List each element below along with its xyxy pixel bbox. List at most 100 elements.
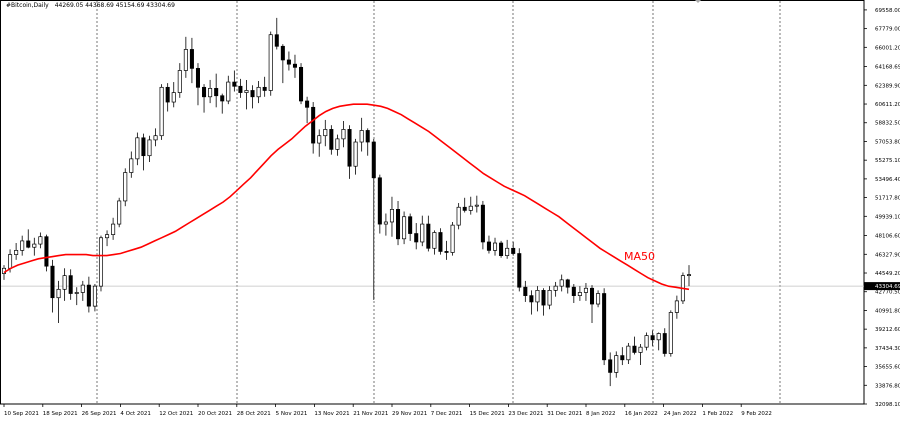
- candle-body-50: [305, 100, 310, 108]
- candle-body-13: [80, 284, 85, 293]
- candle-body-71: [432, 232, 437, 249]
- candle-body-39: [238, 85, 243, 93]
- candle-body-46: [280, 45, 285, 61]
- y-tick-label-8: 55275.10: [875, 158, 900, 164]
- candle-body-27: [165, 86, 170, 103]
- y-tick-label-1: 67779.00: [875, 27, 900, 33]
- x-tick-label-16: 16 Jan 2022: [625, 411, 658, 417]
- candle-body-28: [171, 92, 176, 103]
- candle-body-5: [32, 243, 37, 248]
- candle-body-10: [62, 275, 67, 290]
- x-tick-label-5: 20 Oct 2021: [198, 411, 232, 417]
- candle-body-3: [20, 240, 25, 251]
- candle-body-35: [214, 88, 219, 97]
- candle-body-95: [577, 292, 582, 296]
- candle-body-55: [335, 138, 340, 150]
- candle-body-18: [111, 223, 116, 235]
- y-tick-label-19: 35655.60: [875, 365, 900, 371]
- y-tick-label-7: 57053.80: [875, 139, 900, 145]
- x-tick-label-10: 29 Nov 2021: [392, 411, 427, 417]
- candle-body-64: [389, 209, 394, 223]
- candle-body-16: [98, 237, 104, 287]
- candle-body-59: [359, 130, 364, 143]
- candle-body-41: [250, 90, 255, 98]
- candle-body-31: [189, 49, 194, 69]
- candle-body-26: [159, 86, 164, 137]
- symbol-label: #Bitcoin,Daily: [6, 2, 49, 9]
- candle-body-83: [505, 247, 510, 256]
- candle-body-25: [153, 135, 158, 141]
- y-tick-label-11: 49939.10: [875, 214, 900, 220]
- candle-body-56: [341, 129, 346, 140]
- candle-body-30: [183, 49, 188, 71]
- x-tick-label-1: 18 Sep 2021: [43, 411, 78, 417]
- candle-body-45: [274, 34, 279, 47]
- candle-body-106: [644, 335, 649, 348]
- y-tick-label-21: 32098.10: [875, 402, 900, 408]
- x-tick-label-19: 9 Feb 2022: [741, 411, 772, 417]
- ohlc-label: 44269.05 44368.69 45154.69 43304.69: [54, 2, 175, 9]
- y-tick-label-6: 58832.50: [875, 121, 900, 127]
- candle-body-19: [117, 200, 122, 225]
- y-tick-label-2: 66001.20: [875, 45, 900, 51]
- current-price-label: 43304.69: [875, 284, 900, 290]
- candle-body-21: [129, 158, 134, 173]
- candle-body-109: [662, 333, 667, 354]
- candle-body-6: [38, 236, 43, 245]
- candle-body-81: [493, 242, 498, 251]
- y-tick-label-4: 62389.90: [875, 83, 900, 89]
- y-tick-label-18: 37434.30: [875, 346, 900, 352]
- ma50-line: [3, 103, 690, 291]
- candle-body-92: [559, 279, 564, 287]
- candle-body-111: [674, 300, 679, 313]
- candle-body-99: [602, 293, 607, 361]
- chart-header: #Bitcoin,Daily 44269.05 44368.69 45154.6…: [6, 2, 175, 9]
- x-tick-label-4: 12 Oct 2021: [159, 411, 193, 417]
- candle-body-80: [486, 241, 491, 251]
- y-tick-label-12: 48106.60: [875, 234, 900, 240]
- candle-body-8: [50, 265, 55, 299]
- plot-frame: [0, 0, 865, 405]
- candle-body-65: [396, 209, 401, 240]
- candle-body-113: [686, 274, 692, 276]
- x-tick-label-6: 28 Oct 2021: [237, 411, 271, 417]
- candle-body-12: [74, 292, 79, 294]
- candle-body-78: [474, 204, 479, 207]
- x-tick-label-15: 8 Jan 2022: [586, 411, 615, 417]
- candle-body-82: [499, 242, 504, 256]
- x-tick-label-8: 13 Nov 2021: [314, 411, 349, 417]
- x-tick-label-9: 21 Nov 2021: [353, 411, 388, 417]
- candle-body-57: [347, 129, 352, 167]
- candle-body-79: [480, 204, 485, 243]
- candle-body-60: [365, 130, 370, 143]
- candle-body-9: [56, 288, 61, 299]
- y-tick-label-20: 33876.80: [875, 383, 900, 389]
- x-tick-label-17: 24 Jan 2022: [664, 411, 697, 417]
- candle-body-77: [468, 205, 473, 211]
- candle-body-72: [438, 232, 443, 252]
- x-tick-label-3: 4 Oct 2021: [120, 411, 151, 417]
- y-tick-label-5: 60611.20: [875, 102, 900, 108]
- candle-body-22: [135, 137, 140, 160]
- candle-body-69: [420, 223, 425, 243]
- candle-body-20: [123, 172, 128, 202]
- candle-body-101: [614, 355, 619, 373]
- candle-body-76: [462, 206, 467, 211]
- candle-body-15: [92, 285, 97, 307]
- y-tick-label-3: 64168.69: [875, 65, 900, 71]
- candle-body-108: [656, 333, 661, 341]
- candle-body-91: [553, 285, 558, 291]
- candle-body-24: [147, 139, 152, 157]
- x-tick-label-7: 5 Nov 2021: [276, 411, 308, 417]
- candle-body-23: [141, 137, 146, 157]
- candle-body-67: [408, 216, 413, 234]
- x-tick-label-12: 15 Dec 2021: [470, 411, 505, 417]
- candle-body-63: [383, 221, 388, 225]
- y-tick-label-10: 51717.80: [875, 196, 900, 202]
- candle-body-49: [299, 66, 304, 102]
- candle-body-87: [529, 295, 534, 303]
- candle-body-33: [202, 86, 207, 98]
- ma50-label: MA50: [624, 250, 656, 263]
